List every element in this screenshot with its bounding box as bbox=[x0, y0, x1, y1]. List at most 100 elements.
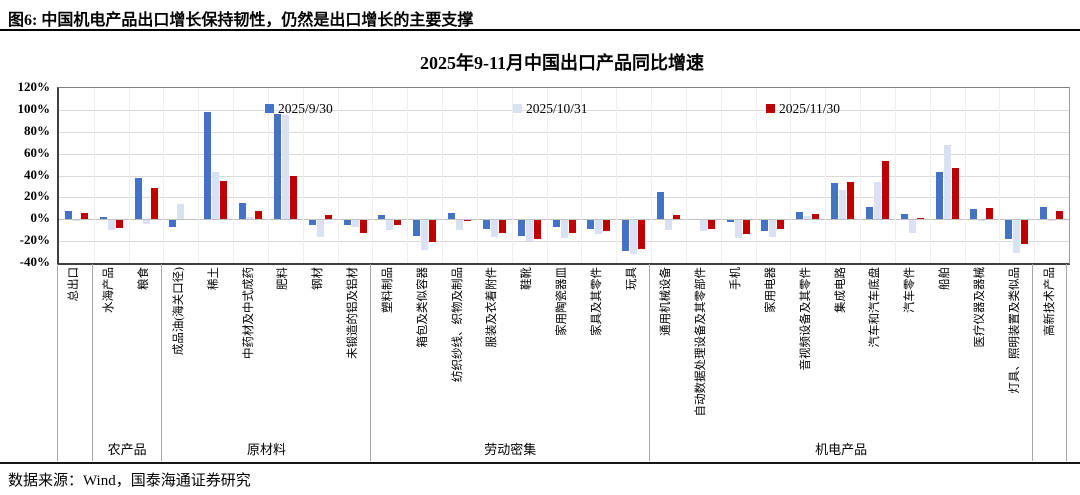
x-tick: 总出口 bbox=[57, 264, 92, 404]
gridline bbox=[302, 88, 304, 263]
x-tick-label: 稀土 bbox=[207, 267, 220, 290]
bar bbox=[804, 215, 812, 220]
x-tick: 鞋靴 bbox=[510, 264, 545, 404]
legend-label: 2025/9/30 bbox=[278, 101, 333, 116]
category-group bbox=[1032, 264, 1067, 461]
bar bbox=[742, 220, 750, 235]
gridline bbox=[581, 88, 583, 263]
bar bbox=[394, 220, 402, 225]
x-tick-label: 塑料制品 bbox=[381, 267, 394, 313]
x-tick-label: 成品油(海关口径) bbox=[172, 267, 185, 356]
x-tick-label: 灯具、照明装置及类似品 bbox=[1008, 267, 1021, 394]
bar bbox=[169, 220, 177, 227]
bar bbox=[289, 175, 297, 220]
bar bbox=[734, 220, 742, 238]
category-group-label: 劳动密集 bbox=[484, 442, 537, 457]
bar bbox=[831, 183, 839, 220]
gridline bbox=[1034, 88, 1036, 263]
bar bbox=[970, 209, 978, 220]
bar bbox=[316, 220, 324, 237]
bar bbox=[568, 220, 576, 234]
bar bbox=[351, 220, 359, 227]
category-group: 机电产品 bbox=[649, 264, 1032, 461]
bar bbox=[1056, 210, 1064, 220]
y-tick-label: 0% bbox=[30, 210, 51, 226]
bar bbox=[769, 220, 777, 237]
bar bbox=[761, 220, 769, 232]
x-tick-label: 服装及衣着附件 bbox=[486, 267, 499, 348]
bar bbox=[498, 220, 506, 234]
bar bbox=[448, 212, 456, 220]
x-tick: 肥料 bbox=[266, 264, 301, 404]
x-tick: 医疗仪器及器械 bbox=[963, 264, 998, 404]
x-tick-label: 纺织纱线、织物及制品 bbox=[451, 267, 464, 382]
x-tick-label: 家具及其零件 bbox=[590, 267, 603, 336]
plot-area bbox=[57, 87, 1070, 265]
x-tick-label: 自动数据处理设备及其零部件 bbox=[695, 267, 708, 417]
bar bbox=[359, 220, 367, 234]
gridline bbox=[929, 88, 931, 263]
bar bbox=[413, 220, 421, 236]
x-tick: 通用机械设备 bbox=[649, 264, 684, 404]
legend-swatch bbox=[265, 104, 274, 114]
x-tick: 钢材 bbox=[301, 264, 336, 404]
bar bbox=[525, 220, 533, 242]
gridline bbox=[616, 88, 618, 263]
x-tick-label: 通用机械设备 bbox=[660, 267, 673, 336]
gridline bbox=[651, 88, 653, 263]
source-rule bbox=[0, 462, 1080, 464]
bar bbox=[908, 220, 916, 234]
bar bbox=[72, 220, 80, 222]
bar bbox=[456, 220, 464, 231]
x-tick: 粮食 bbox=[127, 264, 162, 404]
gridline bbox=[198, 88, 200, 263]
gridline bbox=[755, 88, 757, 263]
x-tick-label: 汽车和汽车底盘 bbox=[869, 267, 882, 348]
x-tick-label: 集成电路 bbox=[834, 267, 847, 313]
x-tick: 稀土 bbox=[196, 264, 231, 404]
bar bbox=[986, 208, 994, 220]
legend-swatch bbox=[766, 104, 775, 114]
bar bbox=[99, 217, 107, 220]
x-tick: 汽车零件 bbox=[893, 264, 928, 404]
y-tick-label: -20% bbox=[19, 232, 50, 248]
bar bbox=[812, 213, 820, 220]
gridline bbox=[128, 88, 130, 263]
x-tick-label: 家用陶瓷器皿 bbox=[555, 267, 568, 336]
bar bbox=[134, 177, 142, 220]
bar bbox=[1021, 220, 1029, 245]
legend-label: 2025/10/31 bbox=[526, 101, 588, 116]
gridline bbox=[59, 131, 1069, 133]
x-tick-label: 钢材 bbox=[312, 267, 325, 290]
bar bbox=[656, 191, 664, 220]
legend-item: 2025/9/30 bbox=[265, 101, 333, 117]
bar bbox=[777, 220, 785, 229]
bar bbox=[247, 217, 255, 220]
y-tick-label: 120% bbox=[17, 79, 51, 94]
bar bbox=[517, 220, 525, 236]
x-tick-label: 手机 bbox=[730, 267, 743, 290]
legend-item: 2025/10/31 bbox=[513, 101, 588, 117]
bar bbox=[490, 220, 498, 237]
y-tick-label: -40% bbox=[19, 254, 50, 269]
category-group: 农产品 bbox=[91, 264, 162, 461]
x-tick: 中药材及中式成药 bbox=[231, 264, 266, 404]
x-tick-label: 水海产品 bbox=[103, 267, 116, 313]
x-tick: 高新技术产品 bbox=[1032, 264, 1067, 404]
bar bbox=[1005, 220, 1013, 239]
bar bbox=[386, 220, 394, 231]
gridline bbox=[790, 88, 792, 263]
x-tick: 汽车和汽车底盘 bbox=[858, 264, 893, 404]
x-tick-label: 粮食 bbox=[138, 267, 151, 290]
bar bbox=[150, 187, 158, 220]
bar bbox=[595, 220, 603, 235]
bar bbox=[865, 207, 873, 220]
x-tick: 船舶 bbox=[928, 264, 963, 404]
gridline bbox=[337, 88, 339, 263]
x-tick: 家用电器 bbox=[754, 264, 789, 404]
bar bbox=[847, 182, 855, 220]
bar bbox=[142, 220, 150, 224]
bar bbox=[429, 220, 437, 243]
category-group bbox=[57, 264, 92, 461]
